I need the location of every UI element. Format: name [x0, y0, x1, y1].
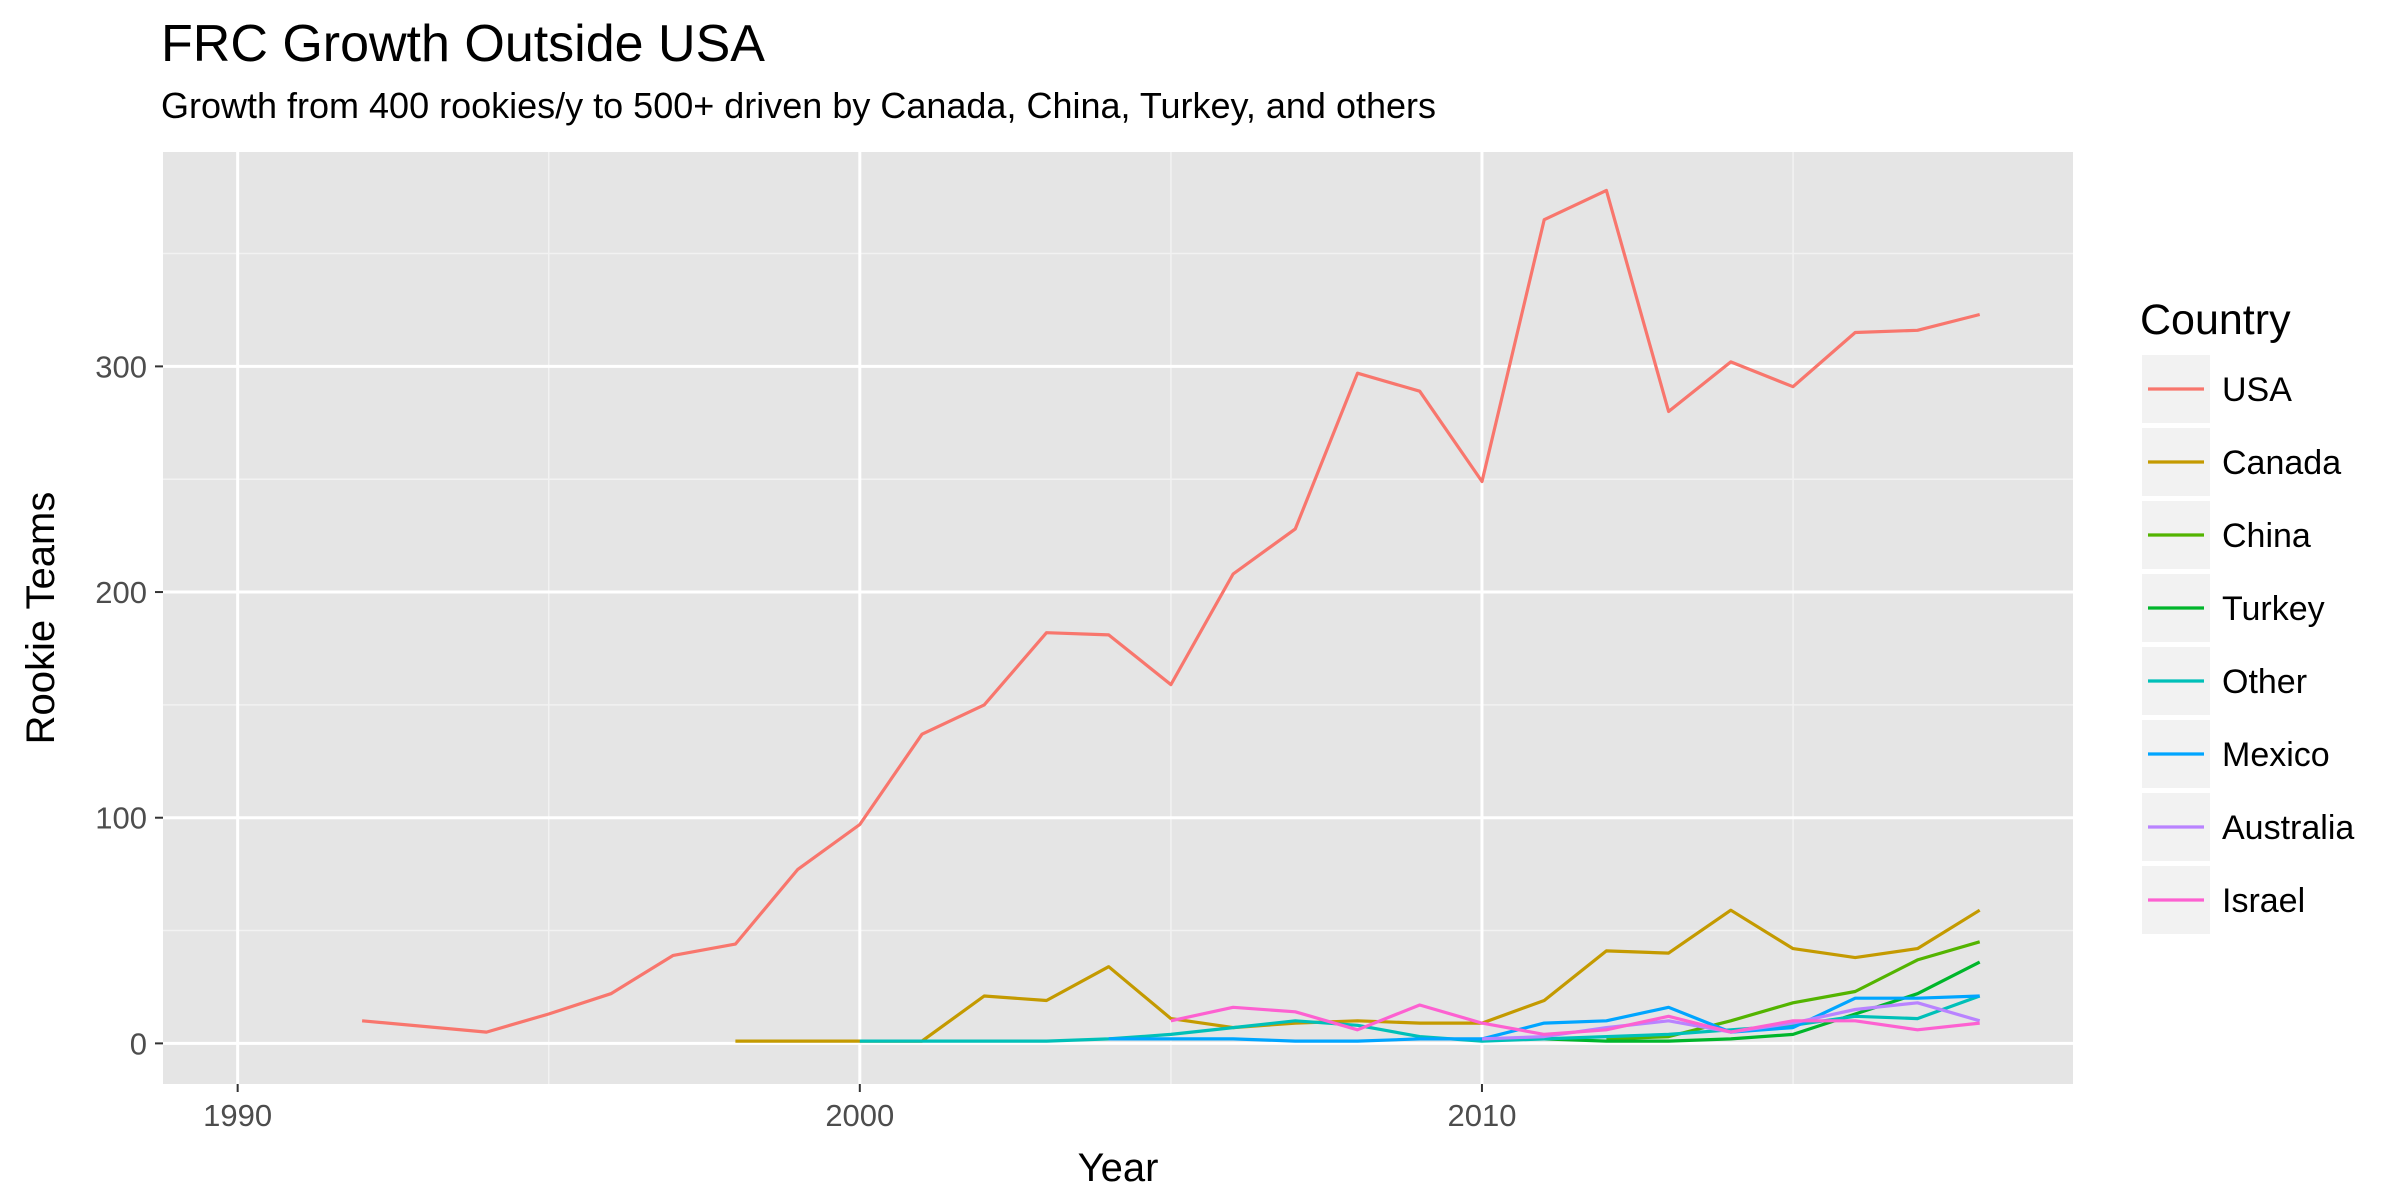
legend-item-israel: Israel: [2142, 866, 2305, 934]
legend-label: Mexico: [2222, 736, 2330, 774]
legend-item-mexico: Mexico: [2142, 720, 2330, 788]
grid-lines: [163, 152, 2073, 1084]
legend-item-other: Other: [2142, 647, 2307, 715]
x-tick-label: 2000: [825, 1098, 894, 1133]
series-line-mexico: [1108, 994, 1980, 1043]
y-axis-ticks: 0 100 200 300: [95, 349, 163, 1061]
legend: USA Canada China Turkey Other Mexico Australia…: [2142, 355, 2354, 934]
legend-label: Israel: [2222, 882, 2305, 920]
x-axis-ticks: 1990 2000 2010: [203, 1084, 1516, 1133]
y-tick-label: 0: [130, 1026, 147, 1061]
legend-item-turkey: Turkey: [2142, 574, 2325, 642]
plot-panel: [163, 152, 2073, 1084]
legend-item-canada: Canada: [2142, 428, 2341, 496]
chart-title: FRC Growth Outside USA: [161, 15, 765, 73]
legend-item-australia: Australia: [2142, 793, 2354, 861]
legend-label: China: [2222, 517, 2311, 555]
legend-item-usa: USA: [2142, 355, 2292, 423]
legend-title: Country: [2140, 296, 2291, 344]
legend-label: Australia: [2222, 809, 2354, 847]
y-axis-title: Rookie Teams: [19, 492, 63, 745]
legend-label: USA: [2222, 371, 2292, 409]
series-line-usa: [361, 188, 1981, 1034]
series-lines: [361, 188, 1981, 1043]
y-tick-label: 300: [95, 349, 147, 384]
legend-label: Turkey: [2222, 590, 2325, 628]
x-tick-label: 2010: [1447, 1098, 1516, 1133]
y-tick-label: 200: [95, 575, 147, 610]
series-line-canada: [735, 908, 1981, 1043]
x-axis-title: Year: [1078, 1146, 1159, 1190]
series-line-israel: [1170, 1003, 1980, 1037]
legend-label: Canada: [2222, 444, 2341, 482]
chart-subtitle: Growth from 400 rookies/y to 500+ driven…: [161, 85, 1436, 126]
x-tick-label: 1990: [203, 1098, 272, 1133]
legend-label: Other: [2222, 663, 2307, 701]
y-tick-label: 100: [95, 801, 147, 836]
series-line-other: [859, 994, 1981, 1043]
legend-item-china: China: [2142, 501, 2311, 569]
series-line-china: [1606, 940, 1981, 1041]
